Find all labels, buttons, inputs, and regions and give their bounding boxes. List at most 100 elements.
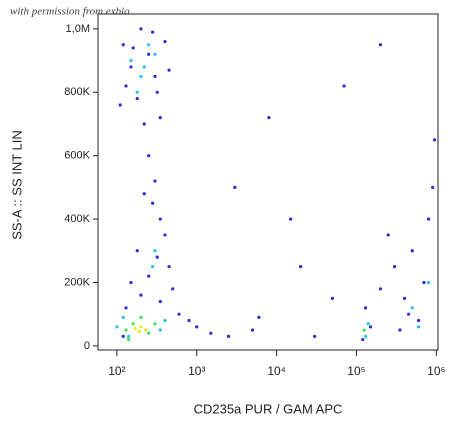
x-tick-label: 10³ <box>188 364 205 378</box>
y-tick-label: 200K <box>64 276 90 288</box>
point <box>153 74 157 79</box>
watermark: with permission from exbio <box>10 6 130 18</box>
point <box>163 233 167 237</box>
point <box>158 299 162 304</box>
y-axis-label: SS-A :: SS INT LIN <box>9 130 24 240</box>
point <box>187 318 191 323</box>
point <box>155 90 159 94</box>
point <box>431 185 435 189</box>
point <box>342 84 346 88</box>
point <box>289 217 293 221</box>
point <box>147 274 151 278</box>
y-tick-label: 1,0M <box>66 23 90 35</box>
point <box>126 334 131 338</box>
point <box>153 179 157 183</box>
point <box>226 334 231 338</box>
point <box>155 255 159 259</box>
point <box>432 138 437 142</box>
point <box>233 185 237 189</box>
y-tick-label: 400K <box>64 213 90 225</box>
point <box>137 330 141 334</box>
point <box>147 43 151 47</box>
point <box>299 265 303 269</box>
point <box>142 192 146 196</box>
point <box>386 233 390 237</box>
point <box>363 334 368 338</box>
point <box>410 249 414 253</box>
point <box>115 325 119 329</box>
plot-frame <box>97 13 439 351</box>
point <box>392 265 397 269</box>
point <box>153 322 157 326</box>
x-tick-label: 10² <box>108 364 125 378</box>
point <box>129 65 133 69</box>
point <box>121 315 125 319</box>
point <box>410 306 414 310</box>
point <box>330 296 335 300</box>
x-tick-label: 10⁴ <box>267 364 286 378</box>
point <box>118 103 122 107</box>
point <box>124 306 128 310</box>
point <box>144 328 148 332</box>
point <box>163 318 167 323</box>
point <box>368 325 373 329</box>
point <box>361 337 365 342</box>
point <box>133 326 137 331</box>
point <box>378 287 383 291</box>
point <box>135 97 139 101</box>
point <box>158 217 162 221</box>
y-tick-label: 800K <box>64 86 90 98</box>
point <box>139 74 143 79</box>
point <box>142 65 146 69</box>
point <box>398 328 402 332</box>
point <box>139 293 143 297</box>
x-tick-label: 10⁵ <box>347 364 365 378</box>
point <box>131 322 135 326</box>
point <box>402 296 407 300</box>
point <box>407 312 411 316</box>
point <box>426 280 431 285</box>
point <box>250 328 255 332</box>
point <box>135 90 139 94</box>
point <box>124 328 128 332</box>
point <box>167 265 171 269</box>
x-axis-label: CD235a PUR / GAM APC <box>194 401 343 416</box>
point <box>362 328 366 332</box>
point <box>257 315 261 319</box>
point <box>126 337 131 342</box>
point <box>142 122 146 126</box>
point <box>121 334 125 338</box>
point <box>135 249 139 253</box>
point <box>422 280 426 285</box>
point <box>378 43 383 47</box>
point <box>209 331 213 335</box>
point <box>129 58 133 63</box>
point <box>150 201 155 205</box>
y-tick-label: 0 <box>84 340 90 352</box>
x-tick-label: 10⁶ <box>427 364 445 378</box>
point <box>416 325 421 329</box>
point <box>139 325 143 329</box>
point <box>121 43 125 47</box>
point <box>313 334 317 338</box>
point <box>158 116 162 120</box>
point <box>147 52 151 56</box>
point <box>171 287 175 291</box>
point <box>195 325 199 329</box>
point <box>153 52 157 56</box>
point <box>167 68 171 72</box>
point <box>150 265 155 269</box>
point <box>158 328 162 332</box>
point <box>267 116 271 120</box>
point <box>139 315 143 319</box>
point <box>177 312 181 316</box>
point <box>129 280 133 285</box>
point <box>147 331 151 335</box>
point <box>147 154 151 158</box>
point <box>426 217 431 221</box>
point <box>153 249 157 253</box>
point <box>366 322 370 326</box>
point <box>163 39 167 44</box>
point <box>416 318 421 323</box>
